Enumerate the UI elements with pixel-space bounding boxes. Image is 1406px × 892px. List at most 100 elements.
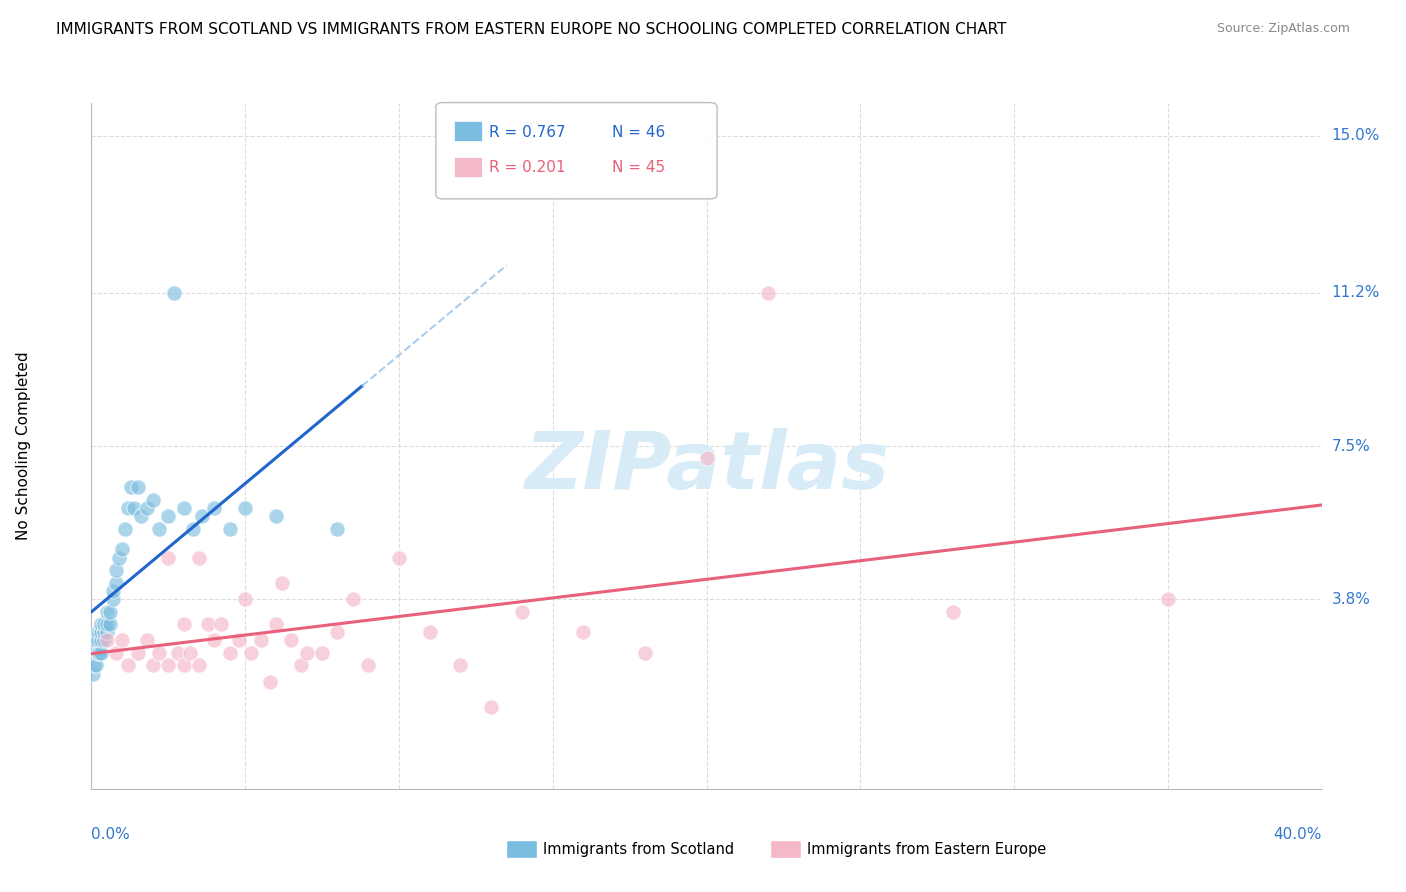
Point <box>572 625 595 640</box>
Point <box>233 592 256 607</box>
Point <box>98 605 121 619</box>
Point <box>157 658 180 673</box>
Point <box>96 625 118 640</box>
Point <box>83 633 105 648</box>
Point <box>173 658 195 673</box>
Point <box>188 658 211 673</box>
Point <box>157 550 180 565</box>
Point <box>96 633 118 648</box>
Point <box>82 666 104 681</box>
Point <box>83 658 105 673</box>
Point <box>264 509 287 524</box>
Point <box>98 616 121 631</box>
Text: Immigrants from Scotland: Immigrants from Scotland <box>543 842 734 856</box>
Point <box>101 592 124 607</box>
Point <box>142 658 165 673</box>
Text: 11.2%: 11.2% <box>1331 285 1379 301</box>
Point <box>756 285 779 300</box>
Point <box>86 646 108 660</box>
Text: N = 46: N = 46 <box>612 125 665 139</box>
Point <box>93 625 115 640</box>
Point <box>179 646 201 660</box>
Point <box>157 509 180 524</box>
Point <box>280 633 302 648</box>
Text: 3.8%: 3.8% <box>1331 591 1371 607</box>
Point <box>127 480 149 494</box>
Point <box>96 616 118 631</box>
Point <box>166 646 188 660</box>
Point <box>1157 592 1180 607</box>
Point <box>135 633 157 648</box>
Text: Source: ZipAtlas.com: Source: ZipAtlas.com <box>1216 22 1350 36</box>
Point <box>120 480 142 494</box>
Point <box>86 633 108 648</box>
Point <box>135 501 157 516</box>
Point <box>108 550 131 565</box>
Point <box>218 522 240 536</box>
Point <box>90 646 112 660</box>
Point <box>202 501 225 516</box>
Text: N = 45: N = 45 <box>612 161 665 175</box>
Text: 40.0%: 40.0% <box>1274 827 1322 842</box>
Point <box>197 616 219 631</box>
Point <box>209 616 232 631</box>
Point <box>233 501 256 516</box>
Point <box>83 646 105 660</box>
Point <box>634 646 657 660</box>
Point <box>173 501 195 516</box>
Point <box>142 492 165 507</box>
Text: R = 0.201: R = 0.201 <box>489 161 565 175</box>
Point <box>90 616 112 631</box>
Point <box>86 625 108 640</box>
Point <box>101 583 124 598</box>
Point <box>228 633 250 648</box>
Point <box>326 522 349 536</box>
Point <box>249 633 271 648</box>
Point <box>218 646 240 660</box>
Text: No Schooling Completed: No Schooling Completed <box>17 351 31 541</box>
Point <box>105 563 127 577</box>
Point <box>311 646 333 660</box>
Point <box>449 658 471 673</box>
Point <box>93 616 115 631</box>
Point <box>295 646 318 660</box>
Text: 15.0%: 15.0% <box>1331 128 1379 144</box>
Point <box>173 616 195 631</box>
Text: Immigrants from Eastern Europe: Immigrants from Eastern Europe <box>807 842 1046 856</box>
Point <box>117 501 139 516</box>
Point <box>129 509 152 524</box>
Point <box>388 550 411 565</box>
Point <box>240 646 263 660</box>
Point <box>90 625 112 640</box>
Point <box>127 646 149 660</box>
Point <box>93 633 115 648</box>
Text: 7.5%: 7.5% <box>1331 439 1371 453</box>
Point <box>479 699 502 714</box>
Point <box>105 575 127 590</box>
Point <box>117 658 139 673</box>
Text: R = 0.767: R = 0.767 <box>489 125 565 139</box>
Point <box>191 509 214 524</box>
Point <box>419 625 441 640</box>
Point <box>259 674 281 689</box>
Point <box>163 285 186 300</box>
Point <box>290 658 312 673</box>
Text: IMMIGRANTS FROM SCOTLAND VS IMMIGRANTS FROM EASTERN EUROPE NO SCHOOLING COMPLETE: IMMIGRANTS FROM SCOTLAND VS IMMIGRANTS F… <box>56 22 1007 37</box>
Point <box>326 625 349 640</box>
Point <box>114 522 136 536</box>
Point <box>105 646 127 660</box>
Point <box>202 633 225 648</box>
Point <box>124 501 146 516</box>
Point <box>271 575 294 590</box>
Text: ZIPatlas: ZIPatlas <box>524 427 889 506</box>
Point <box>357 658 380 673</box>
Point <box>510 605 533 619</box>
Text: 0.0%: 0.0% <box>91 827 131 842</box>
Point <box>84 658 107 673</box>
Point <box>696 451 718 466</box>
Point <box>188 550 211 565</box>
Point <box>96 605 118 619</box>
Point <box>148 522 170 536</box>
Point <box>90 633 112 648</box>
Point <box>87 646 110 660</box>
